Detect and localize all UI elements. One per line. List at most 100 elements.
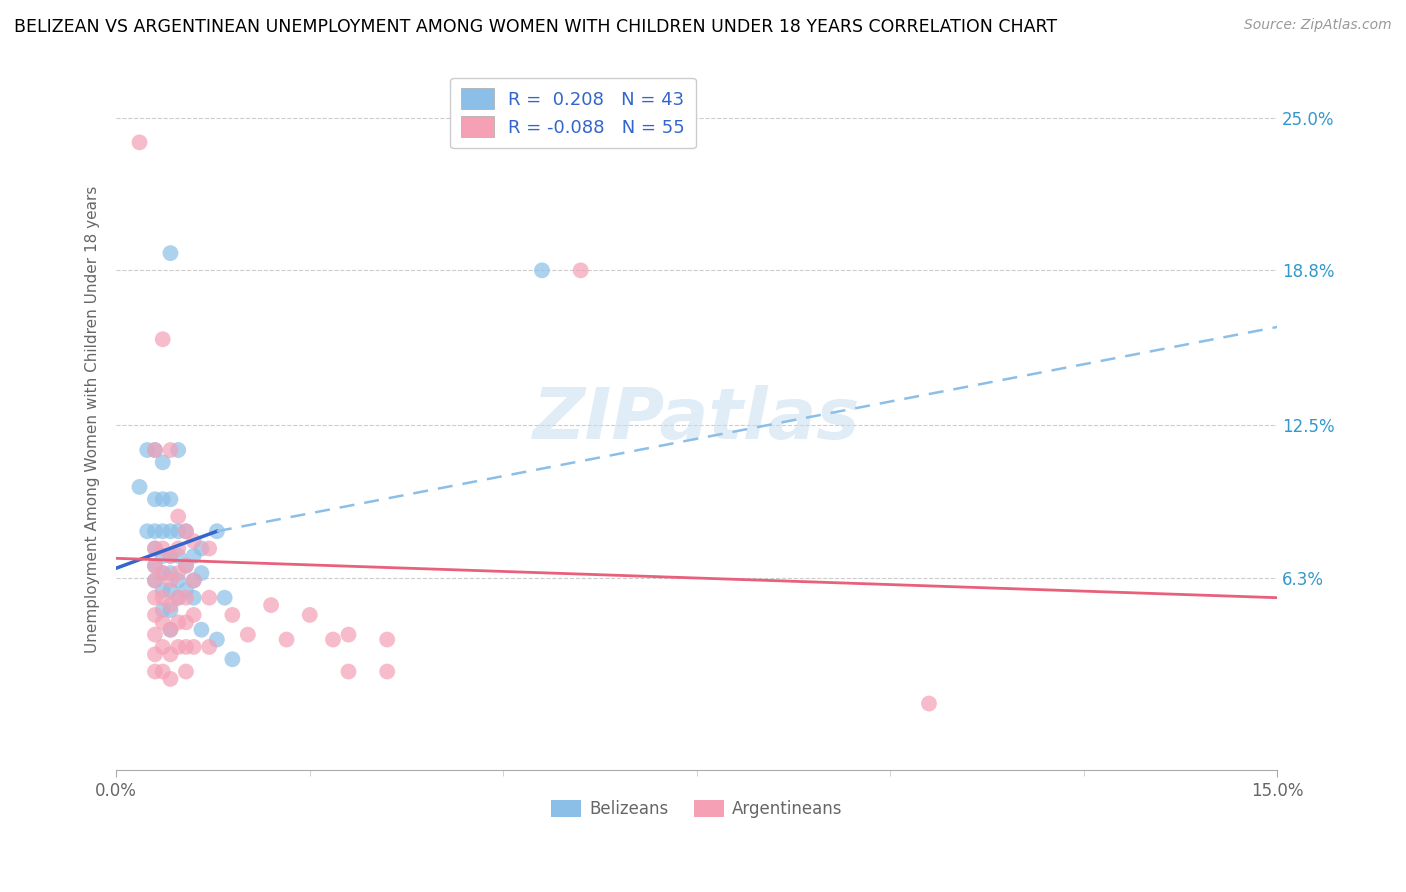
Point <box>152 541 174 556</box>
Point <box>183 574 205 588</box>
Point <box>375 665 398 679</box>
Point <box>152 549 174 563</box>
Point <box>174 615 197 630</box>
Point <box>337 665 360 679</box>
Point <box>159 549 181 563</box>
Point <box>143 558 166 573</box>
Point <box>159 583 181 598</box>
Point <box>159 574 181 588</box>
Point <box>167 524 190 539</box>
Point <box>174 524 197 539</box>
Point <box>337 627 360 641</box>
Point <box>167 640 190 654</box>
Point <box>375 632 398 647</box>
Point <box>143 541 166 556</box>
Point <box>167 615 190 630</box>
Point <box>152 665 174 679</box>
Point <box>167 566 190 580</box>
Point <box>143 574 166 588</box>
Point <box>159 566 181 580</box>
Y-axis label: Unemployment Among Women with Children Under 18 years: Unemployment Among Women with Children U… <box>86 186 100 653</box>
Point <box>322 632 344 647</box>
Point <box>198 591 221 605</box>
Point <box>159 623 181 637</box>
Text: Source: ZipAtlas.com: Source: ZipAtlas.com <box>1244 18 1392 32</box>
Point <box>198 640 221 654</box>
Point <box>143 574 166 588</box>
Point <box>190 541 212 556</box>
Point <box>174 558 197 573</box>
Point <box>276 632 298 647</box>
Point <box>159 549 181 563</box>
Point <box>143 627 166 641</box>
Text: ZIPatlas: ZIPatlas <box>533 384 860 454</box>
Point <box>159 648 181 662</box>
Point <box>183 607 205 622</box>
Point <box>214 591 236 605</box>
Point <box>128 480 150 494</box>
Point <box>152 566 174 580</box>
Point <box>174 591 197 605</box>
Point <box>236 627 259 641</box>
Text: BELIZEAN VS ARGENTINEAN UNEMPLOYMENT AMONG WOMEN WITH CHILDREN UNDER 18 YEARS CO: BELIZEAN VS ARGENTINEAN UNEMPLOYMENT AMO… <box>14 18 1057 36</box>
Point <box>152 591 174 605</box>
Point <box>205 632 228 647</box>
Point <box>174 665 197 679</box>
Point <box>298 607 321 622</box>
Point <box>143 443 166 458</box>
Point <box>159 623 181 637</box>
Point <box>152 640 174 654</box>
Point <box>183 574 205 588</box>
Point <box>143 524 166 539</box>
Point <box>159 598 181 612</box>
Point <box>530 263 553 277</box>
Point <box>143 665 166 679</box>
Point <box>143 607 166 622</box>
Point <box>167 574 190 588</box>
Point <box>136 443 159 458</box>
Point <box>143 541 166 556</box>
Point <box>152 615 174 630</box>
Point <box>167 443 190 458</box>
Point <box>152 566 174 580</box>
Point <box>159 672 181 686</box>
Point <box>167 509 190 524</box>
Point <box>152 603 174 617</box>
Point <box>167 591 190 605</box>
Point <box>183 549 205 563</box>
Point <box>128 136 150 150</box>
Point <box>143 492 166 507</box>
Point <box>152 332 174 346</box>
Point <box>159 443 181 458</box>
Point <box>174 524 197 539</box>
Point <box>167 591 190 605</box>
Point <box>918 697 941 711</box>
Point <box>152 455 174 469</box>
Point <box>174 583 197 598</box>
Legend: Belizeans, Argentineans: Belizeans, Argentineans <box>544 793 849 825</box>
Point <box>183 591 205 605</box>
Point <box>183 534 205 549</box>
Point <box>260 598 283 612</box>
Point <box>159 524 181 539</box>
Point <box>167 549 190 563</box>
Point <box>183 640 205 654</box>
Point <box>159 492 181 507</box>
Point <box>143 648 166 662</box>
Point <box>221 652 243 666</box>
Point <box>159 603 181 617</box>
Point <box>190 623 212 637</box>
Point <box>143 591 166 605</box>
Point <box>569 263 592 277</box>
Point <box>190 566 212 580</box>
Point <box>198 541 221 556</box>
Point <box>143 558 166 573</box>
Point <box>143 443 166 458</box>
Point <box>152 583 174 598</box>
Point <box>152 524 174 539</box>
Point <box>205 524 228 539</box>
Point <box>136 524 159 539</box>
Point <box>159 246 181 260</box>
Point <box>221 607 243 622</box>
Point <box>167 541 190 556</box>
